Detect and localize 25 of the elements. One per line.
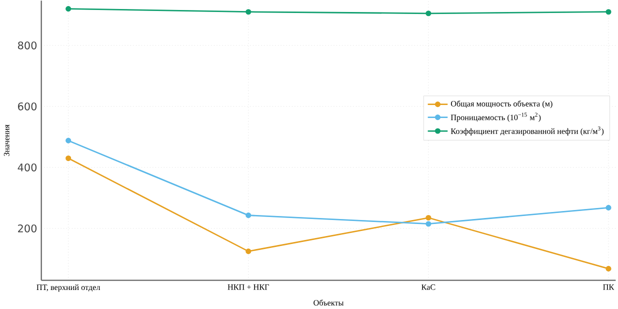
point (66, 155, 72, 161)
point (606, 204, 612, 210)
x-tick-label: НКП + НКГ (228, 284, 269, 290)
point (606, 8, 612, 14)
y-tick-label: 200 (18, 224, 37, 232)
legend-label: Коэффициент дегазированной нефти (кг/м$^{3}$) (450, 126, 604, 136)
y-axis-title: Значения (4, 124, 10, 156)
legend-label: Проницаемость (10$^{−15}$ м$^{2}$) (450, 112, 541, 122)
point (246, 212, 252, 218)
point (66, 138, 72, 144)
point (246, 248, 252, 254)
point (426, 220, 432, 226)
point (246, 8, 252, 14)
point (426, 10, 432, 16)
legend-label: Общая мощность объекта (м) (450, 100, 552, 108)
x-tick-label: ПТ, верхний отдел (36, 284, 100, 292)
y-tick-label: 600 (18, 102, 37, 110)
point (606, 266, 612, 272)
point (66, 6, 72, 12)
x-tick-label: ПК (603, 284, 614, 290)
point (426, 214, 432, 220)
y-tick-label: 800 (18, 41, 37, 50)
y-tick-label: 400 (18, 163, 37, 172)
x-axis-title: Объекты (314, 299, 344, 306)
x-tick-label: КаС (422, 284, 436, 290)
